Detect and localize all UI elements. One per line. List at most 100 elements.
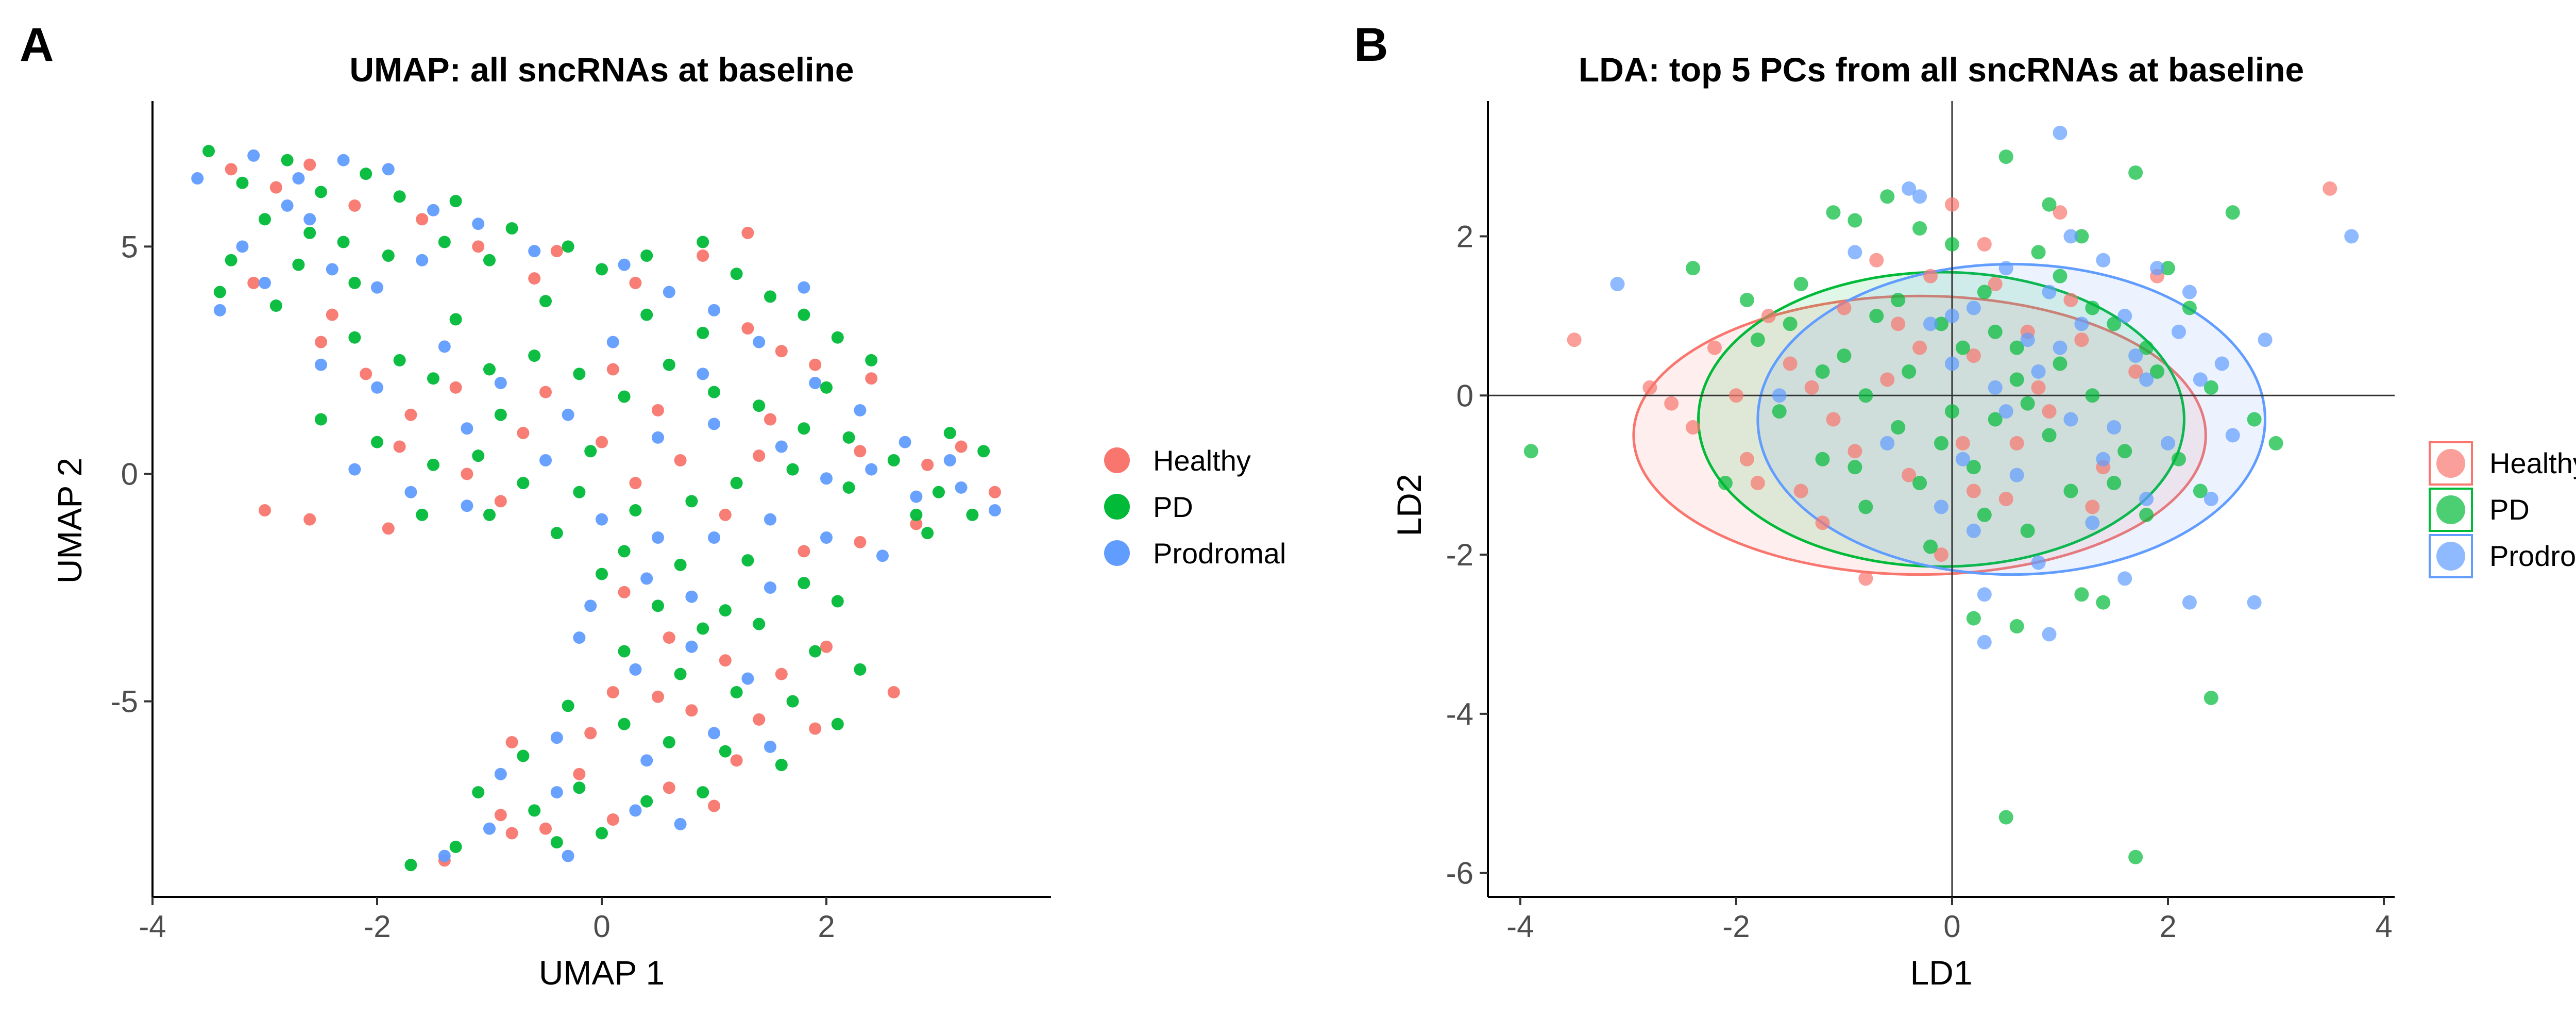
panel-a-point-pd: [449, 840, 462, 853]
panel-b-point-healthy: [1848, 444, 1862, 459]
panel-b-point-pd: [1815, 364, 1830, 379]
panel-a-point-pd: [483, 254, 496, 266]
panel-b-point-healthy: [2063, 293, 2078, 307]
panel-a-point-pd: [213, 286, 226, 298]
panel-a-point-pd: [753, 618, 766, 630]
panel-b-point-prodromal: [2214, 356, 2229, 371]
panel-b-point-healthy: [1869, 253, 1884, 268]
panel-b-point-pd: [2268, 436, 2283, 450]
panel-a-point-healthy: [517, 427, 530, 440]
panel-a-point-pd: [786, 463, 799, 476]
panel-a-point-prodromal: [213, 304, 226, 316]
panel-b-point-pd: [1891, 293, 1906, 307]
panel-a-point-pd: [348, 276, 361, 289]
panel-a-point-prodromal: [584, 599, 597, 612]
panel-b-point-pd: [2042, 197, 2057, 212]
panel-a-point-pd: [483, 508, 496, 521]
panel-a-point-pd: [663, 736, 675, 749]
panel-b-point-healthy: [1826, 412, 1841, 427]
panel-a-point-pd: [528, 349, 541, 362]
panel-b-point-pd: [1772, 404, 1787, 419]
panel-b-point-healthy: [1761, 308, 1776, 323]
panel-a-x-tick-label: 2: [818, 909, 835, 944]
panel-a-point-healthy: [798, 545, 810, 558]
panel-b-point-prodromal: [1977, 587, 1992, 602]
panel-b-point-healthy: [1804, 380, 1819, 395]
panel-b-y-tick-label: 2: [1456, 219, 1473, 254]
panel-b-point-pd: [2009, 372, 2024, 387]
panel-b-point-pd: [1783, 316, 1798, 331]
panel-b-legend-key-prodromal: [2436, 542, 2465, 571]
panel-a-point-pd: [730, 477, 743, 490]
panel-b-legend-box-pd: [2429, 488, 2473, 532]
panel-b-point-pd: [1858, 499, 1873, 514]
panel-b-point-pd: [1923, 539, 1938, 554]
panel-a-point-pd: [382, 249, 395, 262]
panel-a-point-pd: [472, 449, 485, 462]
panel-a-point-healthy: [573, 767, 586, 780]
panel-b-point-pd: [2182, 301, 2197, 315]
panel-a-point-pd: [674, 558, 687, 571]
panel-b-point-prodromal: [1988, 380, 2003, 395]
panel-a-point-prodromal: [640, 572, 653, 585]
panel-b-point-healthy: [1998, 492, 2013, 506]
panel-a-point-pd: [393, 354, 406, 366]
panel-a-point-prodromal: [943, 454, 956, 467]
panel-a-point-prodromal: [775, 440, 788, 453]
panel-b-title: LDA: top 5 PCs from all sncRNAs at basel…: [1579, 51, 2304, 89]
panel-a-point-pd: [494, 408, 507, 421]
panel-b-point-pd: [2193, 483, 2208, 498]
panel-a-point-pd: [517, 477, 530, 490]
panel-a-point-pd: [865, 354, 878, 366]
panel-a-point-prodromal: [315, 358, 327, 371]
panel-a-point-healthy: [315, 336, 327, 348]
panel-a-x-axis-title: UMAP 1: [539, 954, 665, 992]
panel-a-point-pd: [202, 145, 215, 158]
panel-a-point-prodromal: [854, 404, 867, 416]
panel-a-point-pd: [596, 568, 608, 580]
panel-a-point-healthy: [809, 722, 822, 735]
panel-a-point-pd: [697, 786, 709, 799]
panel-b-y-tick-label: -4: [1446, 697, 1473, 731]
panel-b-point-pd: [2139, 507, 2154, 522]
panel-a-point-pd: [438, 236, 451, 248]
panel-a-point-pd: [550, 836, 563, 849]
panel-a-x-tick-label: -4: [139, 909, 166, 944]
panel-b-point-healthy: [2042, 404, 2057, 419]
panel-b-point-pd: [1977, 507, 1992, 522]
panel-a-point-prodromal: [764, 513, 776, 526]
panel-a-point-pd: [809, 645, 822, 658]
panel-b-y-tick-label: -2: [1446, 538, 1473, 572]
panel-b-point-prodromal: [2117, 308, 2132, 323]
panel-a-point-pd: [573, 368, 586, 380]
panel-b-point-prodromal: [2063, 229, 2078, 244]
panel-a-point-pd: [562, 240, 574, 253]
panel-b: B LDA: top 5 PCs from all sncRNAs at bas…: [1354, 19, 2576, 992]
panel-a-point-healthy: [652, 404, 664, 416]
panel-a-point-prodromal: [663, 286, 675, 298]
panel-a-point-pd: [730, 686, 743, 698]
panel-b-point-pd: [2009, 340, 2024, 355]
panel-a-point-healthy: [606, 686, 619, 698]
panel-b-point-pd: [1977, 285, 1992, 299]
panel-a-point-pd: [618, 545, 631, 558]
panel-a-point-prodromal: [753, 336, 766, 348]
panel-a-point-prodromal: [404, 486, 417, 498]
panel-a-point-pd: [786, 695, 799, 708]
panel-a-point-pd: [360, 168, 372, 180]
panel-a-point-pd: [831, 331, 844, 344]
panel-b-point-pd: [2150, 364, 2165, 379]
panel-b-point-pd: [2009, 619, 2024, 634]
panel-b-point-pd: [1793, 277, 1808, 292]
panel-a-point-healthy: [775, 345, 788, 358]
panel-a-point-healthy: [708, 799, 720, 812]
panel-a-point-pd: [596, 827, 608, 840]
panel-b-point-healthy: [1642, 380, 1657, 395]
panel-a-point-pd: [472, 786, 485, 799]
panel-a-point-healthy: [326, 308, 338, 321]
panel-a-point-prodromal: [899, 436, 911, 448]
panel-b-point-healthy: [1686, 420, 1701, 435]
panel-a-point-prodromal: [550, 731, 563, 744]
panel-a-letter: A: [20, 19, 54, 71]
panel-b-point-healthy: [1837, 301, 1852, 315]
